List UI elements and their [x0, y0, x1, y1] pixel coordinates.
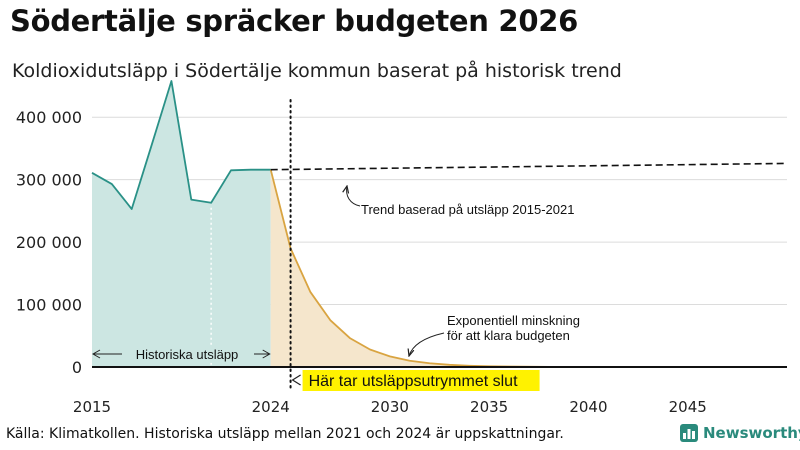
series-lines: [91, 80, 788, 389]
y-tick-label: 300 000: [16, 171, 82, 190]
projection-area: [270, 169, 787, 367]
historical-area: [92, 81, 271, 367]
page-title: Södertälje spräcker budgeten 2026: [10, 4, 578, 38]
expo-annotation-arrow: [409, 332, 445, 356]
budget-arrow: [291, 374, 301, 386]
series-areas: [92, 81, 787, 367]
chart-subtitle: Koldioxidutsläpp i Södertälje kommun bas…: [12, 60, 622, 82]
brand-name: Newsworthy: [703, 424, 800, 442]
expo-annotation-line2: för att klara budgeten: [447, 328, 570, 343]
trend-annotation: Trend baserad på utsläpp 2015-2021: [361, 202, 574, 217]
trend-line: [270, 162, 788, 171]
x-tick-label: 2015: [73, 398, 111, 416]
source-note: Källa: Klimatkollen. Historiska utsläpp …: [6, 426, 564, 442]
x-tick-label: 2035: [470, 398, 508, 416]
expo-annotation-line1: Exponentiell minskning: [447, 313, 580, 328]
bar-chart-icon: [680, 424, 698, 442]
y-tick-label: 200 000: [16, 233, 82, 252]
axis-labels: 0 100 000 200 000 300 000 400 000 2015 2024 203…: [16, 108, 707, 416]
historic-span-arrow-right: [262, 349, 271, 359]
chart-annotations: Trend baserad på utsläpp 2015-2021 Expone…: [91, 186, 580, 391]
budget-label: Här tar utsläppsutrymmet slut: [309, 373, 519, 390]
trend-annotation-arrow: [347, 186, 361, 207]
historic-span-arrow-left: [91, 349, 101, 359]
y-tick-label: 0: [72, 358, 82, 377]
historic-label-bg: [122, 345, 254, 363]
historical-line: [91, 80, 271, 210]
budget-label-bg: [302, 370, 540, 391]
x-tick-label: 2045: [669, 398, 707, 416]
historic-label: Historiska utsläpp: [136, 347, 239, 362]
x-tick-label: 2040: [569, 398, 607, 416]
y-tick-label: 400 000: [16, 108, 82, 127]
x-tick-label: 2030: [371, 398, 409, 416]
brand-logo: Newsworthy: [680, 424, 800, 442]
y-tick-label: 100 000: [16, 296, 82, 315]
x-tick-label: 2024: [252, 398, 290, 416]
